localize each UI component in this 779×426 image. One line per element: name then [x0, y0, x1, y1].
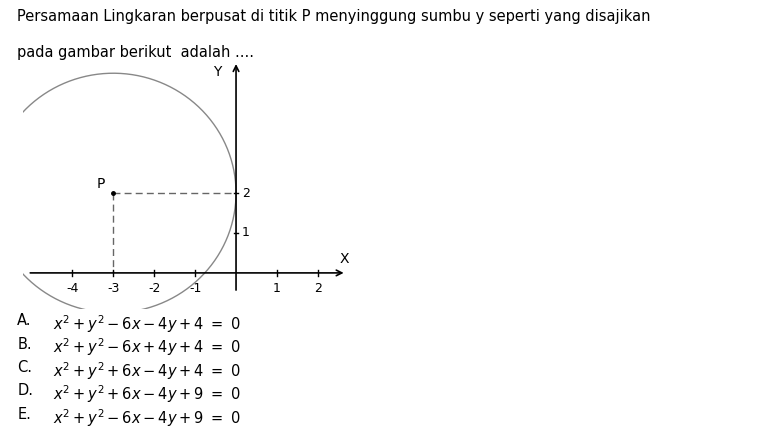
Text: $x^2 + y^2 - 6x - 4y + 9\ =\ 0$: $x^2 + y^2 - 6x - 4y + 9\ =\ 0$	[53, 407, 241, 426]
Text: P: P	[97, 177, 105, 191]
Text: $x^2 + y^2 - 6x + 4y + 4\ =\ 0$: $x^2 + y^2 - 6x + 4y + 4\ =\ 0$	[53, 337, 241, 358]
Text: X: X	[340, 252, 349, 266]
Text: C.: C.	[17, 360, 32, 375]
Text: $x^2 + y^2 + 6x - 4y + 9\ =\ 0$: $x^2 + y^2 + 6x - 4y + 9\ =\ 0$	[53, 383, 241, 405]
Text: D.: D.	[17, 383, 33, 398]
Text: 1: 1	[273, 282, 281, 295]
Text: $x^2 + y^2 + 6x - 4y + 4\ =\ 0$: $x^2 + y^2 + 6x - 4y + 4\ =\ 0$	[53, 360, 241, 382]
Text: -2: -2	[148, 282, 160, 295]
Text: -1: -1	[189, 282, 201, 295]
Text: -4: -4	[66, 282, 79, 295]
Text: $x^2 + y^2 - 6x - 4y + 4\ =\ 0$: $x^2 + y^2 - 6x - 4y + 4\ =\ 0$	[53, 313, 241, 335]
Text: Y: Y	[213, 65, 222, 79]
Text: 2: 2	[314, 282, 322, 295]
Text: Persamaan Lingkaran berpusat di titik P menyinggung sumbu y seperti yang disajik: Persamaan Lingkaran berpusat di titik P …	[17, 9, 650, 23]
Text: B.: B.	[17, 337, 32, 351]
Text: E.: E.	[17, 407, 31, 422]
Text: 1: 1	[242, 227, 250, 239]
Text: 2: 2	[242, 187, 250, 199]
Text: -3: -3	[108, 282, 119, 295]
Text: pada gambar berikut  adalah ....: pada gambar berikut adalah ....	[17, 45, 254, 60]
Text: A.: A.	[17, 313, 32, 328]
